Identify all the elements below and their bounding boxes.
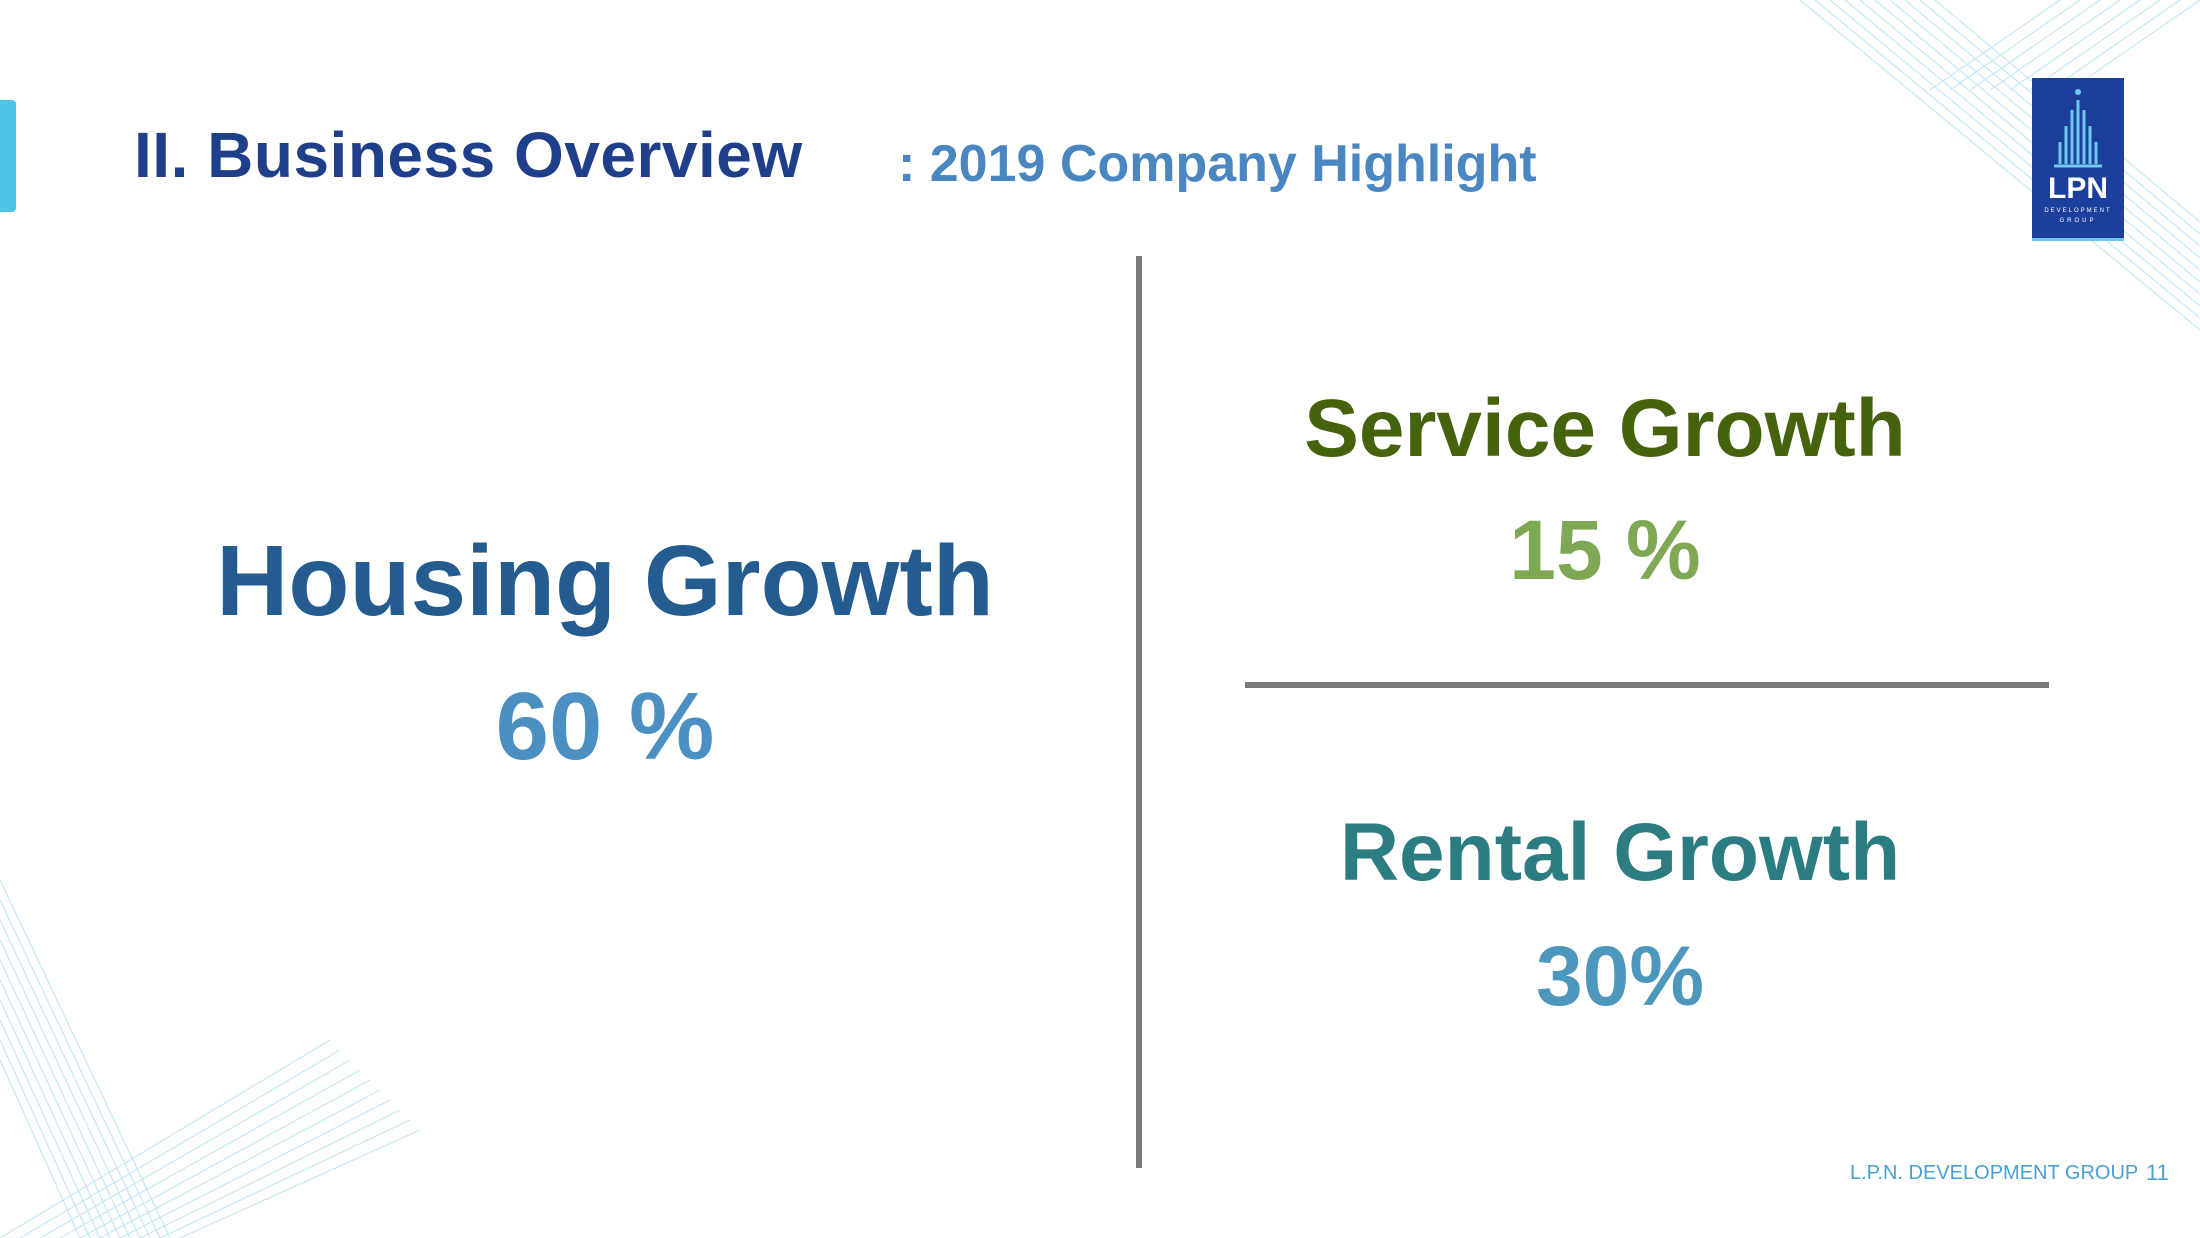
- vertical-divider: [1136, 256, 1142, 1168]
- logo-subtext-2: GROUP: [2059, 218, 2097, 224]
- page-number: 11: [2146, 1160, 2169, 1185]
- housing-growth-value: 60 %: [495, 673, 715, 780]
- company-logo: LPN DEVELOPMENT GROUP: [2032, 78, 2124, 238]
- logo-subtext-1: DEVELOPMENT: [2044, 208, 2112, 214]
- page-subtitle: : 2019 Company Highlight: [898, 135, 1537, 193]
- building-icon: [2054, 89, 2102, 168]
- accent-bar: [0, 100, 16, 212]
- housing-growth-label: Housing Growth: [216, 525, 994, 637]
- service-growth-label: Service Growth: [1304, 383, 1906, 474]
- page-title: II. Business Overview: [134, 119, 803, 191]
- rental-growth-label: Rental Growth: [1339, 807, 1901, 898]
- horizontal-divider: [1245, 682, 2049, 688]
- service-growth-value: 15 %: [1509, 503, 1701, 597]
- rental-growth-value: 30%: [1535, 929, 1705, 1023]
- logo-text: LPN: [2048, 172, 2108, 205]
- footer-company: L.P.N. DEVELOPMENT GROUP: [1850, 1162, 2139, 1184]
